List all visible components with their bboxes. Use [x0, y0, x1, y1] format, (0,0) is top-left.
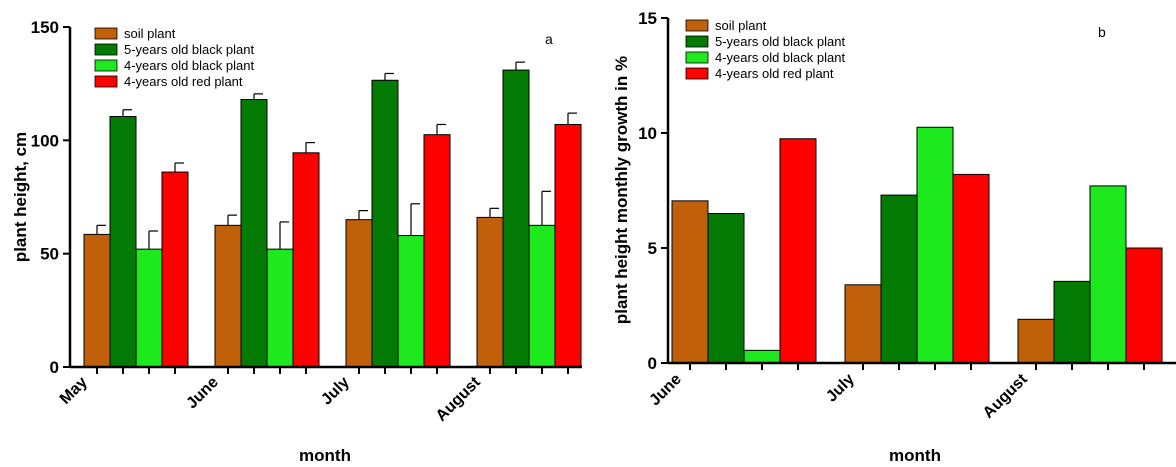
bar-b-august-s1 — [1053, 280, 1091, 364]
bar-b-august-s2 — [1089, 185, 1127, 364]
y-axis-title-b: plant height monthly growth in % — [612, 56, 631, 324]
bar-a-august-s0 — [476, 216, 504, 368]
y-tick-label-b-10: 10 — [638, 124, 657, 143]
bar-b-june-s0 — [671, 200, 709, 364]
bar-b-july-s3 — [952, 173, 990, 364]
bar-b-july-s0 — [844, 284, 882, 364]
bar-a-july-s1 — [371, 79, 399, 368]
bar-a-august-s3 — [554, 123, 582, 368]
legend-swatch-a-0 — [94, 27, 118, 40]
x-tick-label-august: August — [980, 370, 1031, 421]
y-tick-label-b-5: 5 — [648, 239, 657, 258]
bar-a-may-s1 — [109, 116, 137, 368]
panel-label-a: a — [545, 31, 553, 47]
legend-swatch-b-2 — [685, 51, 709, 64]
legend-swatch-a-1 — [94, 43, 118, 56]
y-tick-label-a-50: 50 — [40, 245, 59, 264]
x-tick-label-june: June — [183, 374, 221, 412]
x-axis-title-a: month — [299, 446, 351, 465]
bar-a-june-s2 — [266, 248, 294, 368]
x-tick-label-may: May — [57, 374, 91, 408]
x-tick-label-july: July — [318, 374, 353, 409]
chart-panel-a: May June July August 0 50 100 150 plant height, … — [11, 18, 582, 465]
bar-b-august-s0 — [1017, 318, 1055, 364]
legend-label-b-1: 5-years old black plant — [715, 34, 845, 49]
bar-a-may-s2 — [135, 248, 163, 368]
bar-a-july-s0 — [345, 219, 373, 368]
y-tick-label-a-100: 100 — [31, 131, 59, 150]
bar-a-may-s0 — [83, 233, 111, 368]
bar-b-june-s2 — [743, 349, 781, 364]
bar-b-july-s2 — [916, 126, 954, 364]
y-tick-label-a-0: 0 — [50, 358, 59, 377]
y-tick-label-a-150: 150 — [31, 18, 59, 37]
bar-b-august-s3 — [1125, 247, 1163, 364]
legend-label-a-0: soil plant — [124, 26, 176, 41]
legend-swatch-b-3 — [685, 67, 709, 80]
legend-label-b-0: soil plant — [715, 18, 767, 33]
bar-a-august-s2 — [528, 224, 556, 368]
y-tick-label-b-15: 15 — [638, 9, 657, 28]
x-tick-label-august: August — [433, 373, 484, 424]
bar-a-june-s0 — [214, 224, 242, 368]
legend-label-b-3: 4-years old red plant — [715, 66, 834, 81]
legend-label-a-3: 4-years old red plant — [124, 74, 243, 89]
x-axis-title-b: month — [889, 446, 941, 465]
bar-a-june-s3 — [292, 152, 320, 368]
y-axis-title-a: plant height, cm — [11, 132, 30, 262]
legend-label-b-2: 4-years old black plant — [715, 50, 845, 65]
legend-swatch-b-0 — [685, 19, 709, 32]
legend-label-a-2: 4-years old black plant — [124, 58, 254, 73]
x-tick-label-july: July — [823, 371, 858, 406]
bar-b-july-s1 — [880, 194, 918, 364]
x-tick-label-june: June — [646, 371, 684, 409]
legend-swatch-a-2 — [94, 59, 118, 72]
bar-a-may-s3 — [161, 171, 189, 368]
legend-label-a-1: 5-years old black plant — [124, 42, 254, 57]
bar-a-july-s3 — [423, 134, 451, 368]
bar-a-june-s1 — [240, 99, 268, 368]
legend-swatch-a-3 — [94, 75, 118, 88]
panel-label-b: b — [1098, 24, 1106, 40]
bar-b-june-s1 — [707, 213, 745, 364]
chart-panel-b: June July August 0 5 10 15 plant height monthly… — [612, 9, 1176, 465]
bar-a-august-s1 — [502, 69, 530, 368]
y-tick-label-b-0: 0 — [648, 354, 657, 373]
legend-swatch-b-1 — [685, 35, 709, 48]
bar-a-july-s2 — [397, 235, 425, 368]
bar-b-june-s3 — [779, 138, 817, 364]
